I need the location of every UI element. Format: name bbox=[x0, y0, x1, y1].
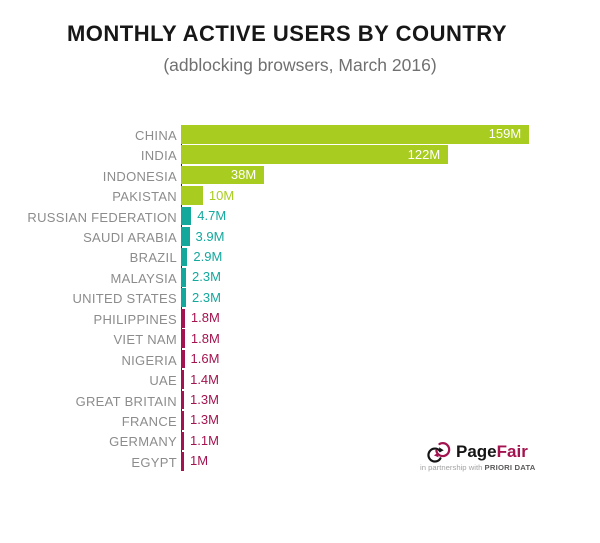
svg-text:PageFair: PageFair bbox=[456, 442, 528, 461]
